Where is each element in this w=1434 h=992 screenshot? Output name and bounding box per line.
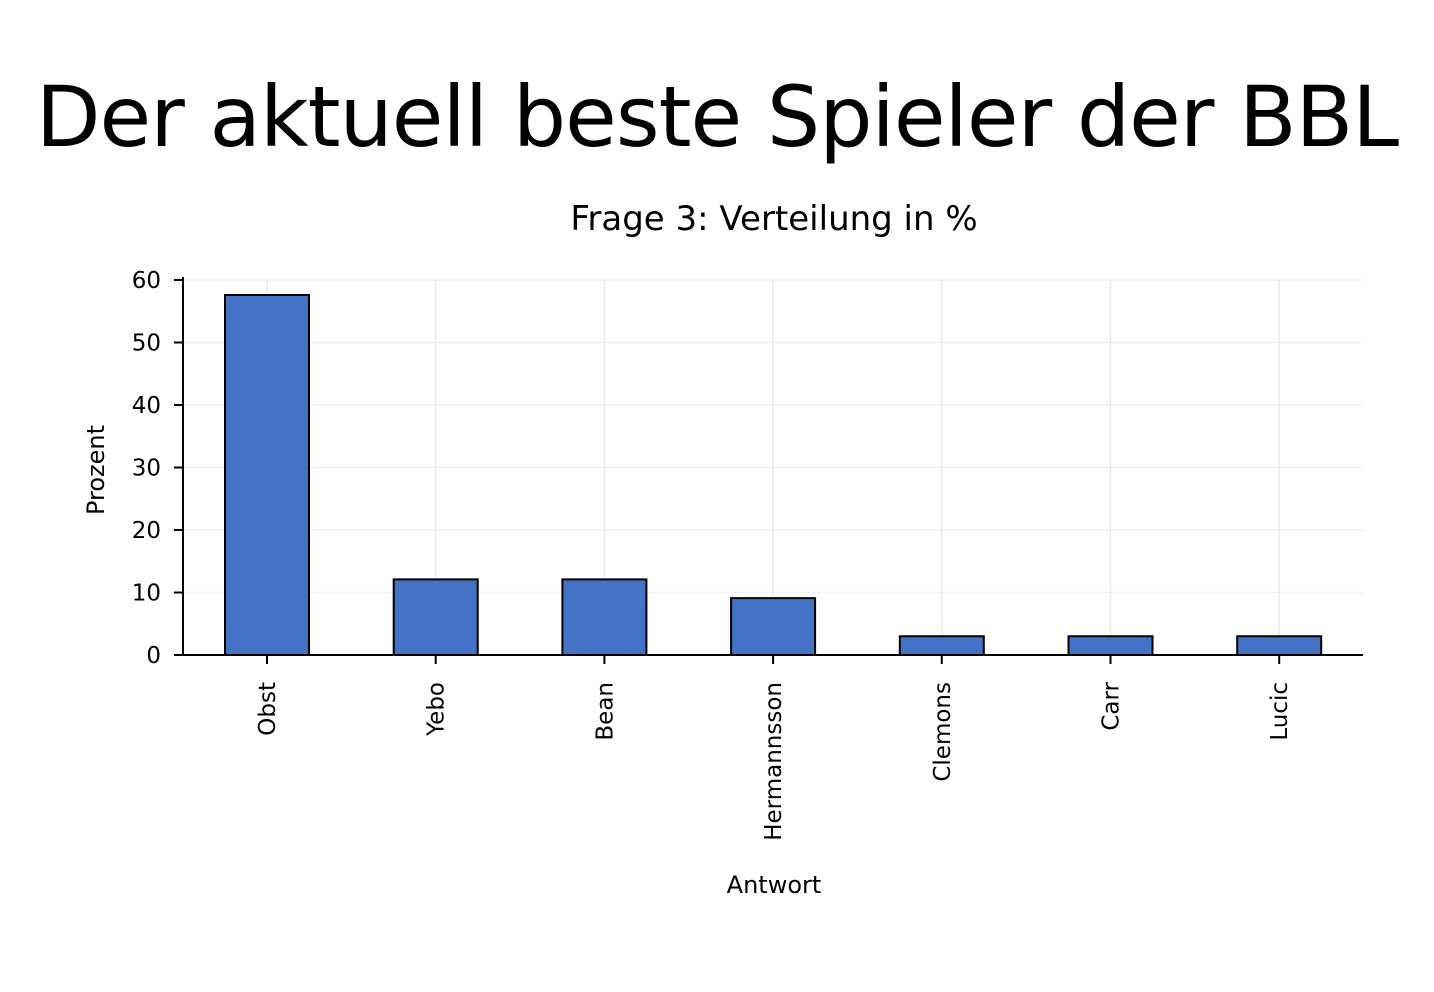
y-tick-label: 20 xyxy=(132,518,161,544)
x-tick-label: Obst xyxy=(255,682,281,736)
x-tick-label: Bean xyxy=(592,682,618,741)
bars-layer xyxy=(224,294,1323,656)
y-tick-label: 40 xyxy=(132,393,161,419)
bar-yebo xyxy=(392,578,479,656)
y-tick-label: 0 xyxy=(146,643,161,669)
y-tick-label: 10 xyxy=(132,581,161,607)
y-tick-label: 30 xyxy=(132,456,161,482)
slide-title: Der aktuell beste Spieler der BBL xyxy=(35,68,1399,166)
bar-lucic xyxy=(1236,635,1323,656)
x-tick-label: Clemons xyxy=(930,682,956,782)
x-axis-label: Antwort xyxy=(727,871,822,899)
bar-hermannsson xyxy=(730,597,817,656)
y-tick-label: 50 xyxy=(132,331,161,357)
x-tick-label: Lucic xyxy=(1267,682,1293,741)
bar-clemons xyxy=(898,635,985,656)
bar-bean xyxy=(561,578,648,656)
x-tick-label: Yebo xyxy=(424,682,450,737)
bar-obst xyxy=(224,294,310,656)
x-ticks: Obst Yebo Bean Hermannsson Clemons Carr Lucic xyxy=(255,655,1293,841)
bar-carr xyxy=(1067,635,1154,656)
chart-title: Frage 3: Verteilung in % xyxy=(570,199,977,239)
x-tick-label: Hermannsson xyxy=(761,682,787,841)
x-tick-label: Carr xyxy=(1099,681,1125,730)
y-axis-label: Prozent xyxy=(82,425,110,515)
y-tick-label: 60 xyxy=(132,268,161,294)
y-ticks: 0 10 20 30 40 50 60 xyxy=(132,268,183,669)
